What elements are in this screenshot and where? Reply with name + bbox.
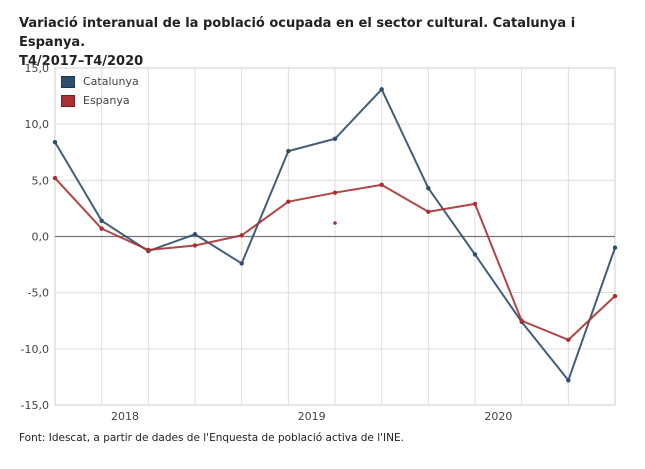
data-point-catalunya[interactable] [52, 139, 58, 145]
data-point-espanya[interactable] [146, 247, 151, 253]
data-point-espanya[interactable] [426, 209, 431, 214]
y-tick-label: 10,0 [25, 118, 50, 131]
data-point-catalunya[interactable] [472, 252, 478, 257]
y-tick-label: 5,0 [32, 174, 50, 187]
data-point-catalunya[interactable] [612, 245, 618, 250]
legend-swatch-espanya [61, 94, 75, 107]
data-point-catalunya[interactable] [379, 87, 384, 92]
y-tick-label: 15,0 [25, 62, 50, 75]
data-point-espanya[interactable] [239, 233, 244, 238]
x-axis: 2018 2019 2020 [111, 410, 512, 423]
chart-title-line-2: T4/2017–T4/2020 [19, 54, 144, 69]
data-point-espanya[interactable] [519, 318, 524, 323]
chart-title: Variació interanual de la població ocupa… [19, 14, 629, 71]
data-point-catalunya[interactable] [239, 261, 244, 266]
data-point-catalunya[interactable] [426, 185, 431, 191]
x-tick-label: 2018 [111, 410, 139, 423]
annotation-point [333, 221, 337, 225]
legend-swatch-catalunya [61, 75, 75, 88]
data-point-espanya[interactable] [99, 226, 104, 231]
data-point-catalunya[interactable] [286, 148, 291, 154]
data-point-catalunya[interactable] [192, 232, 198, 237]
legend-label-catalunya: Catalunya [83, 75, 139, 88]
y-axis: 15,0 10,0 5,0 0,0 -5,0 -10,0 -15,0 [21, 62, 49, 412]
chart-title-line-1: Variació interanual de la població ocupa… [19, 16, 576, 50]
data-point-catalunya[interactable] [566, 378, 571, 383]
x-tick-label: 2020 [484, 410, 512, 423]
data-point-espanya[interactable] [566, 337, 571, 343]
data-point-espanya[interactable] [379, 182, 384, 188]
source-note: Font: Idescat, a partir de dades de l'En… [19, 432, 404, 444]
data-point-espanya[interactable] [192, 243, 198, 248]
data-point-catalunya[interactable] [99, 218, 104, 223]
y-tick-label: -5,0 [28, 287, 49, 300]
gridlines [55, 68, 615, 405]
legend-label-espanya: Espanya [83, 94, 130, 107]
y-tick-label: -15,0 [21, 399, 49, 412]
legend-item-catalunya[interactable]: Catalunya [61, 72, 139, 91]
data-point-catalunya[interactable] [332, 136, 338, 141]
y-tick-label: 0,0 [32, 231, 50, 244]
y-tick-label: -10,0 [21, 343, 49, 356]
data-point-espanya[interactable] [612, 293, 618, 299]
data-point-espanya[interactable] [332, 190, 338, 195]
data-point-espanya[interactable] [472, 201, 478, 207]
data-point-espanya[interactable] [52, 175, 58, 181]
series-lines [52, 87, 618, 383]
x-tick-label: 2019 [298, 410, 326, 423]
data-point-espanya[interactable] [286, 199, 291, 204]
legend: Catalunya Espanya [61, 72, 139, 110]
legend-item-espanya[interactable]: Espanya [61, 91, 139, 110]
